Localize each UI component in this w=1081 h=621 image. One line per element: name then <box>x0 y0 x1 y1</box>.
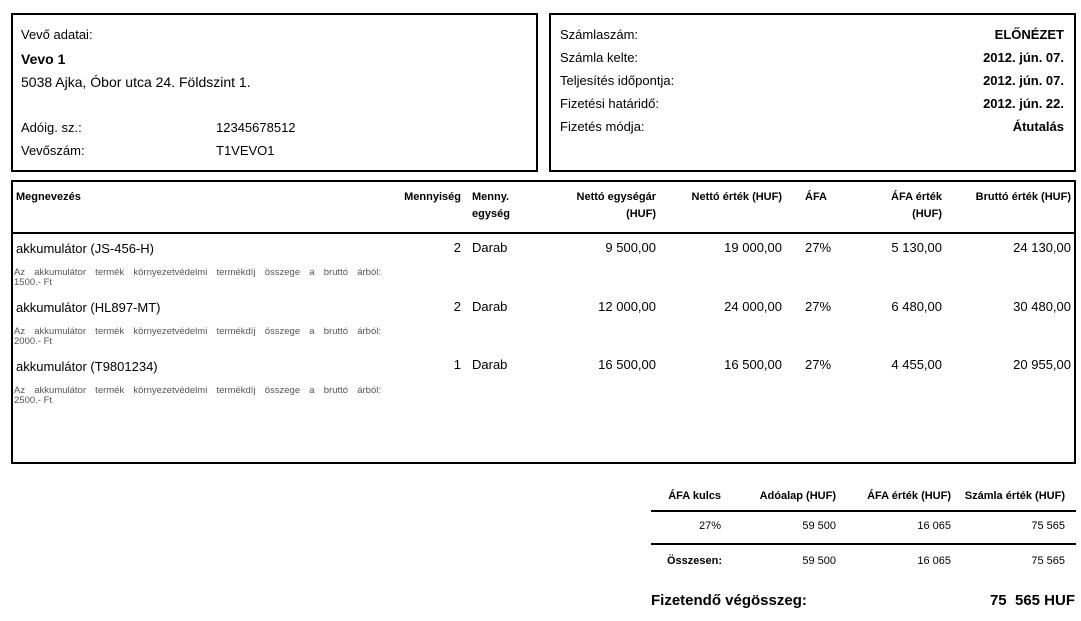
summary-header-total: Számla érték (HUF) <box>964 490 1065 502</box>
header-gross: Bruttó érték (HUF) <box>975 191 1071 203</box>
row-1-note-amount: 1500.- Ft <box>14 277 53 288</box>
items-table <box>11 180 1076 464</box>
row-2-unit: Darab <box>472 299 508 314</box>
row-3-note: Az akkumulátor termék környezetvédelmi t… <box>14 385 381 396</box>
summary-total: 75 565 <box>1031 520 1065 532</box>
row-3-vat-value: 4 455,00 <box>891 357 942 372</box>
customer-number-value: T1VEVO1 <box>216 143 275 158</box>
header-vat: ÁFA <box>805 191 827 203</box>
header-qty: Mennyiség <box>404 191 461 203</box>
row-2-note: Az akkumulátor termék környezetvédelmi t… <box>14 326 381 337</box>
invoice-date-label: Számla kelte: <box>560 50 639 65</box>
fulfilment-date-value: 2012. jún. 07. <box>983 73 1064 88</box>
summary-vat: 16 065 <box>917 520 951 532</box>
tax-number-value: 12345678512 <box>216 120 296 135</box>
row-2-vat: 27% <box>805 299 832 314</box>
due-date-label: Fizetési határidő: <box>560 96 659 111</box>
row-3-unit: Darab <box>472 357 508 372</box>
table-header-divider <box>11 232 1076 234</box>
summary-divider-bottom <box>651 543 1076 545</box>
summary-divider-top <box>651 510 1076 512</box>
row-3-net-unit: 16 500,00 <box>598 357 656 372</box>
invoice-number-label: Számlaszám: <box>560 27 639 42</box>
summary-header-rate: ÁFA kulcs <box>668 490 721 502</box>
summary-sum-base: 59 500 <box>802 555 836 567</box>
payment-method-label: Fizetés módja: <box>560 119 645 134</box>
row-1-gross: 24 130,00 <box>1013 240 1071 255</box>
payment-method-value: Átutalás <box>1012 119 1064 134</box>
row-1-name: akkumulátor (JS-456-H) <box>16 241 154 256</box>
row-1-net-value: 19 000,00 <box>724 240 782 255</box>
invoice-date-value: 2012. jún. 07. <box>983 50 1064 65</box>
row-1-qty: 2 <box>453 240 461 255</box>
row-2-note-amount: 2000.- Ft <box>14 336 53 347</box>
summary-sum-label: Összesen: <box>667 555 723 567</box>
row-2-vat-value: 6 480,00 <box>891 299 942 314</box>
buyer-info-box <box>11 13 538 172</box>
row-2-gross: 30 480,00 <box>1013 299 1071 314</box>
header-name: Megnevezés <box>16 191 81 203</box>
summary-sum-total: 75 565 <box>1031 555 1065 567</box>
summary-sum-vat: 16 065 <box>917 555 951 567</box>
customer-number-label: Vevőszám: <box>21 143 85 158</box>
row-2-name: akkumulátor (HL897-MT) <box>16 300 161 315</box>
buyer-name: Vevo 1 <box>21 51 66 67</box>
header-unit-1: Menny. <box>472 191 510 203</box>
buyer-address: 5038 Ajka, Óbor utca 24. Földszint 1. <box>21 74 251 90</box>
due-date-value: 2012. jún. 22. <box>983 96 1064 111</box>
header-vat-value-2: (HUF) <box>912 208 942 220</box>
payable-value: 75 565 HUF <box>989 592 1075 609</box>
header-unit-2: egység <box>472 208 510 220</box>
row-3-name: akkumulátor (T9801234) <box>16 359 158 374</box>
summary-header-vat: ÁFA érték (HUF) <box>867 490 951 502</box>
row-1-vat-value: 5 130,00 <box>891 240 942 255</box>
header-net-unit-1: Nettó egységár <box>576 191 656 203</box>
summary-rate: 27% <box>698 520 721 532</box>
tax-number-label: Adóig. sz.: <box>21 120 82 135</box>
summary-header-base: Adóalap (HUF) <box>759 490 836 502</box>
row-3-vat: 27% <box>805 357 832 372</box>
fulfilment-date-label: Teljesítés időpontja: <box>560 73 675 88</box>
summary-base: 59 500 <box>802 520 836 532</box>
buyer-heading: Vevő adatai: <box>21 27 93 42</box>
header-net-value: Nettó érték (HUF) <box>691 191 782 203</box>
row-2-qty: 2 <box>453 299 461 314</box>
row-3-gross: 20 955,00 <box>1013 357 1071 372</box>
invoice-number-value: ELŐNÉZET <box>994 27 1064 42</box>
row-2-net-unit: 12 000,00 <box>598 299 656 314</box>
header-vat-value-1: ÁFA érték <box>891 191 942 203</box>
row-3-qty: 1 <box>453 357 461 372</box>
payable-label: Fizetendő végösszeg: <box>651 592 807 609</box>
row-3-net-value: 16 500,00 <box>724 357 782 372</box>
row-3-note-amount: 2500.- Ft <box>14 395 53 406</box>
row-1-vat: 27% <box>805 240 832 255</box>
invoice-info-box <box>549 13 1076 172</box>
row-1-net-unit: 9 500,00 <box>605 240 656 255</box>
row-1-note: Az akkumulátor termék környezetvédelmi t… <box>14 267 381 278</box>
row-2-net-value: 24 000,00 <box>724 299 782 314</box>
row-1-unit: Darab <box>472 240 508 255</box>
header-net-unit-2: (HUF) <box>626 208 656 220</box>
